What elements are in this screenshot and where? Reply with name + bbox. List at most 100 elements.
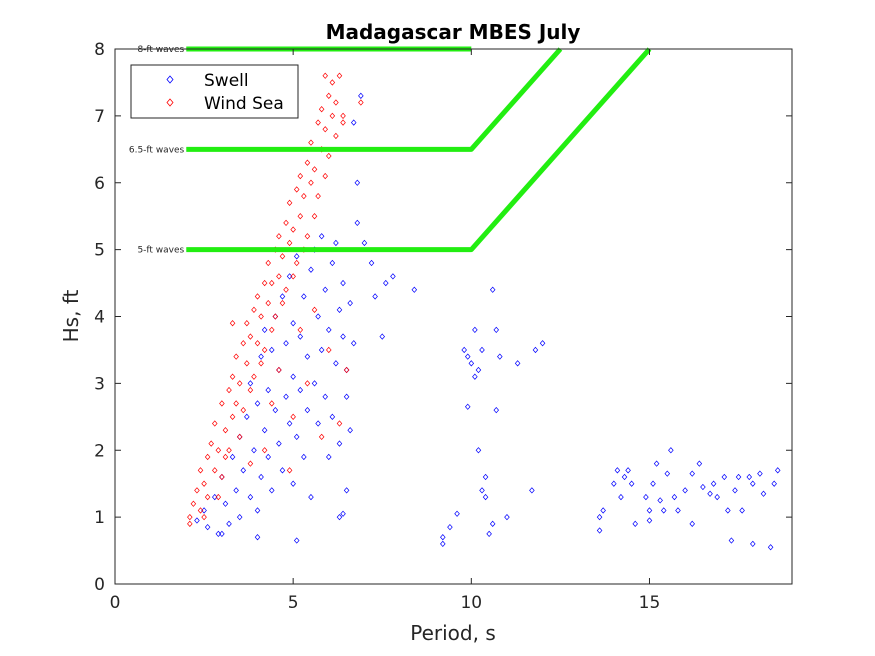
wind-sea-point bbox=[187, 520, 193, 527]
swell-point bbox=[664, 470, 671, 477]
swell-point bbox=[343, 487, 350, 494]
swell-point bbox=[247, 493, 254, 501]
wind-sea-point bbox=[326, 92, 332, 99]
swell-point bbox=[336, 513, 343, 521]
wind-sea-point bbox=[247, 333, 254, 340]
swell-point bbox=[479, 346, 485, 354]
swell-point bbox=[258, 473, 264, 481]
wind-sea-point bbox=[286, 199, 293, 206]
wind-sea-point bbox=[226, 386, 232, 394]
swell-point bbox=[254, 534, 261, 541]
wind-sea-point bbox=[194, 487, 200, 494]
swell-point bbox=[646, 517, 653, 524]
swell-point bbox=[472, 373, 478, 380]
wind-sea-point bbox=[261, 447, 268, 454]
wind-sea-point bbox=[311, 166, 318, 173]
wind-sea-point bbox=[315, 119, 321, 126]
wind-sea-point bbox=[293, 186, 300, 193]
swell-point bbox=[707, 490, 713, 497]
swell-point bbox=[710, 480, 717, 487]
swell-point bbox=[279, 293, 286, 300]
swell-point bbox=[746, 473, 753, 481]
data-marks bbox=[187, 72, 781, 551]
wind-sea-point bbox=[204, 453, 211, 461]
swell-point bbox=[343, 393, 350, 400]
wind-sea-point bbox=[269, 326, 275, 334]
wind-sea-point bbox=[222, 427, 229, 434]
wind-sea-point bbox=[244, 320, 250, 327]
swell-point bbox=[340, 510, 346, 517]
swell-point bbox=[468, 360, 475, 367]
swell-point bbox=[286, 273, 293, 280]
swell-point bbox=[204, 524, 211, 531]
swell-point bbox=[689, 470, 695, 477]
wind-sea-point bbox=[208, 440, 214, 447]
wind-sea-point bbox=[219, 473, 225, 481]
swell-point bbox=[322, 393, 328, 400]
swell-point bbox=[347, 427, 353, 434]
swell-point bbox=[771, 480, 777, 487]
wind-sea-point bbox=[290, 413, 296, 420]
wind-sea-point bbox=[197, 507, 204, 514]
swell-point bbox=[212, 493, 218, 501]
y-tick-label: 0 bbox=[94, 575, 105, 595]
wind-sea-point bbox=[333, 132, 339, 140]
swell-point bbox=[757, 470, 763, 477]
wind-sea-point bbox=[261, 346, 268, 354]
wind-sea-point bbox=[322, 72, 328, 79]
swell-point bbox=[326, 326, 332, 334]
wind-sea-point bbox=[311, 306, 318, 313]
swell-point bbox=[750, 540, 756, 548]
wind-sea-point bbox=[297, 326, 304, 334]
x-axis-label: Period, s bbox=[410, 621, 496, 645]
swell-point bbox=[322, 286, 328, 293]
wind-sea-point bbox=[272, 313, 279, 320]
swell-point bbox=[643, 493, 649, 501]
swell-point bbox=[315, 420, 321, 427]
swell-point bbox=[201, 507, 207, 514]
swell-point bbox=[311, 380, 318, 387]
swell-point bbox=[304, 406, 311, 414]
swell-point bbox=[461, 346, 467, 354]
swell-point bbox=[689, 520, 695, 527]
wind-sea-point bbox=[308, 139, 314, 146]
swell-point bbox=[336, 440, 343, 447]
legend-swell-label: Swell bbox=[204, 71, 249, 91]
wind-sea-point bbox=[265, 259, 271, 267]
swell-point bbox=[297, 333, 304, 340]
swell-point bbox=[276, 440, 282, 447]
wind-sea-point bbox=[329, 79, 336, 86]
swell-point bbox=[482, 473, 489, 481]
x-tick-label: 15 bbox=[639, 593, 661, 613]
swell-point bbox=[226, 520, 232, 527]
wind-sea-point bbox=[269, 400, 275, 407]
wind-sea-point bbox=[269, 279, 275, 287]
swell-point bbox=[646, 507, 653, 514]
y-tick-label: 8 bbox=[94, 40, 105, 60]
swell-point bbox=[447, 524, 453, 531]
wind-sea-point bbox=[336, 72, 343, 79]
wind-sea-point bbox=[340, 112, 346, 120]
swell-point bbox=[269, 346, 275, 354]
wind-sea-point bbox=[247, 460, 254, 467]
swell-point bbox=[279, 467, 286, 474]
swell-point bbox=[301, 293, 307, 300]
swell-point bbox=[657, 497, 663, 504]
wind-sea-point bbox=[229, 413, 236, 420]
legend-box bbox=[130, 64, 299, 119]
wind-sea-point bbox=[265, 299, 271, 307]
swell-point bbox=[261, 427, 268, 434]
legend-wind-sea-marker bbox=[166, 98, 174, 107]
swell-point bbox=[628, 480, 635, 487]
wind-sea-point bbox=[240, 340, 247, 347]
wind-sea-point bbox=[290, 273, 296, 280]
swell-point bbox=[671, 493, 678, 501]
y-axis-label: Hs, ft bbox=[59, 289, 83, 342]
swell-point bbox=[350, 340, 357, 347]
wind-sea-point bbox=[304, 233, 311, 240]
threshold-lines: 8-ft waves 6.5-ft waves 5-ft waves bbox=[129, 45, 652, 256]
swell-point bbox=[261, 326, 268, 334]
swell-point bbox=[290, 373, 296, 380]
wind-sea-point bbox=[233, 353, 239, 360]
